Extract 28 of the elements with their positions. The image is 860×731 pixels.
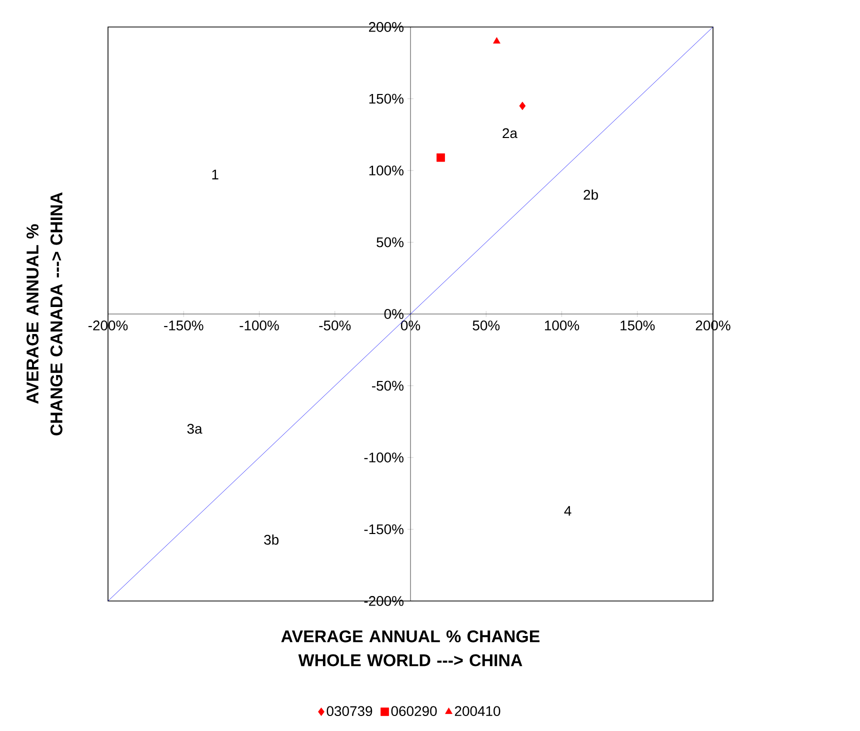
y-tick-label: -100% <box>364 452 404 462</box>
annotation: 3a <box>187 424 202 434</box>
x-tick-label: 100% <box>544 320 580 330</box>
y-tick-label: 150% <box>369 94 404 104</box>
y-axis-title: AVERAGE ANNUAL % CHANGE CANADA ---> CHINA <box>26 192 62 436</box>
y-tick-label: -150% <box>364 524 404 534</box>
x-tick-label: -150% <box>164 320 204 330</box>
x-axis-title: AVERAGE ANNUAL % CHANGE WHOLE WORLD ---> CHINA <box>281 630 540 666</box>
y-tick-label: 50% <box>376 237 404 248</box>
legend-label: 060290 <box>391 706 437 716</box>
x-tick-label: -50% <box>319 320 351 330</box>
annotation: 3b <box>264 534 279 545</box>
legend-label: 200410 <box>454 706 500 716</box>
y-tick-label: 0% <box>384 309 404 319</box>
legend-label: 030739 <box>326 706 372 716</box>
x-tick-label: -100% <box>240 320 279 330</box>
y-tick-label: -50% <box>372 380 404 391</box>
annotation: 1 <box>212 170 218 180</box>
annotation: 2b <box>584 189 598 200</box>
point <box>493 37 500 44</box>
point <box>519 102 526 110</box>
x-tick-label: 50% <box>472 320 500 330</box>
annotation: 2a <box>502 128 518 138</box>
x-tick-label: 150% <box>620 320 655 330</box>
annotation: 4 <box>564 506 572 516</box>
x-tick-label: 0% <box>400 320 420 330</box>
point <box>436 153 445 162</box>
y-tick-label: 100% <box>369 166 404 176</box>
